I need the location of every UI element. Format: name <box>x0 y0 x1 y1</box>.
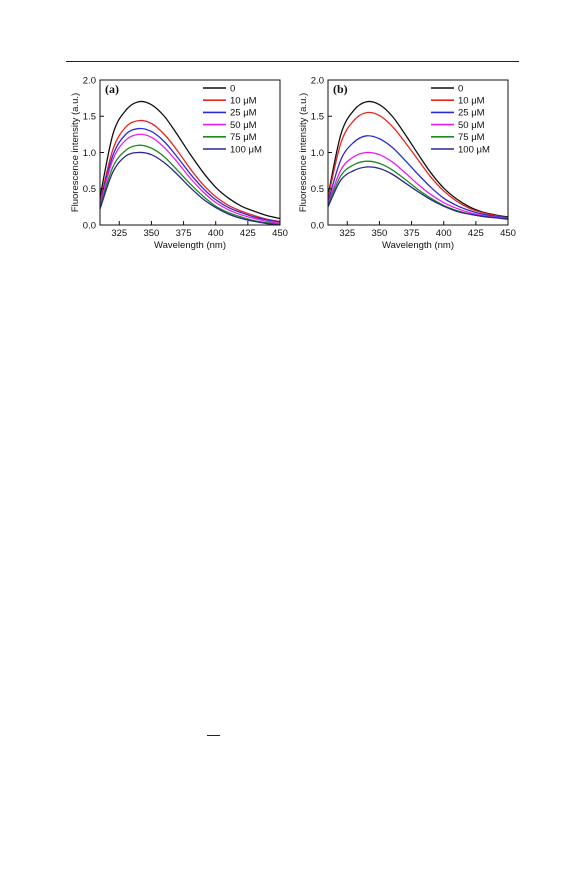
x-axis-title: Wavelength (nm) <box>382 240 454 251</box>
x-tick-label: 350 <box>143 228 159 239</box>
y-tick-label: 1.0 <box>83 148 96 159</box>
y-axis-title: Fluorescence intensity (a.u.) <box>298 93 309 212</box>
legend-label-0: 0 <box>458 83 463 94</box>
chart-panel-b: 325 350 375 400 425 450 0.0 0.5 1.0 1.5 2.0 Wavelen… <box>298 75 516 251</box>
series-line-3 <box>327 151 509 220</box>
x-tick-label: 350 <box>371 228 387 239</box>
x-tick-label: 400 <box>208 228 224 239</box>
panel-label: (b) <box>333 82 348 96</box>
x-axis-title: Wavelength (nm) <box>154 240 226 251</box>
x-tick-label: 425 <box>468 228 484 239</box>
x-tick-label: 400 <box>436 228 452 239</box>
y-tick-label: 0.0 <box>311 220 324 231</box>
series-line-5 <box>327 166 509 220</box>
legend-label-3: 50 μM <box>230 120 257 131</box>
y-tick-label: 2.0 <box>311 75 324 86</box>
y-axis-title: Fluorescence intensity (a.u.) <box>70 93 81 212</box>
series-line-1 <box>99 119 281 223</box>
legend-label-2: 25 μM <box>230 108 257 119</box>
x-tick-label: 325 <box>111 228 127 239</box>
legend-label-5: 100 μM <box>458 144 490 155</box>
x-tick-label: 375 <box>404 228 420 239</box>
y-tick-label: 1.0 <box>311 148 324 159</box>
y-tick-label: 1.5 <box>83 112 96 123</box>
legend-label-0: 0 <box>230 83 235 94</box>
series-line-5 <box>99 151 281 226</box>
legend-label-1: 10 μM <box>458 96 485 107</box>
legend-label-4: 75 μM <box>458 132 485 143</box>
x-tick-label: 450 <box>500 228 516 239</box>
y-tick-label: 2.0 <box>83 75 96 86</box>
x-tick-label: 450 <box>272 228 288 239</box>
y-tick-label: 0.0 <box>83 220 96 231</box>
legend-label-5: 100 μM <box>230 144 262 155</box>
legend-label-3: 50 μM <box>458 120 485 131</box>
chart-panel-a: 325 350 375 400 425 450 0.0 0.5 1.0 1.5 2.0 Wavelen… <box>70 75 288 251</box>
series-line-2 <box>327 135 509 219</box>
equation-overbar <box>207 735 220 736</box>
y-tick-label: 1.5 <box>311 112 324 123</box>
y-tick-label: 0.5 <box>83 184 96 195</box>
x-tick-label: 325 <box>339 228 355 239</box>
x-tick-label: 375 <box>176 228 192 239</box>
y-tick-label: 0.5 <box>311 184 324 195</box>
panel-label: (a) <box>105 82 119 96</box>
series-line-0 <box>327 100 509 218</box>
series-line-0 <box>99 100 281 220</box>
series-line-3 <box>99 133 281 225</box>
legend-label-4: 75 μM <box>230 132 257 143</box>
series-line-4 <box>99 144 281 225</box>
series-line-2 <box>99 127 281 223</box>
header-rule <box>66 61 519 62</box>
series-line-1 <box>327 111 509 219</box>
legend-label-2: 25 μM <box>458 108 485 119</box>
legend-label-1: 10 μM <box>230 96 257 107</box>
x-tick-label: 425 <box>240 228 256 239</box>
